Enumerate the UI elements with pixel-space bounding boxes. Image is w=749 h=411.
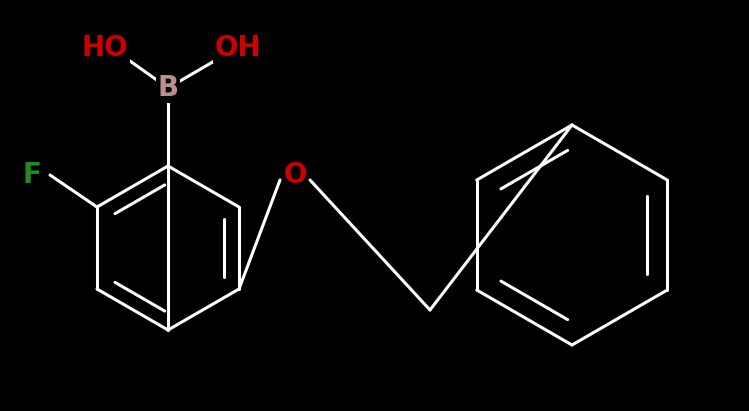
Text: F: F <box>22 161 41 189</box>
Text: OH: OH <box>215 34 261 62</box>
Text: HO: HO <box>82 34 128 62</box>
Text: B: B <box>157 74 178 102</box>
Text: O: O <box>283 161 307 189</box>
